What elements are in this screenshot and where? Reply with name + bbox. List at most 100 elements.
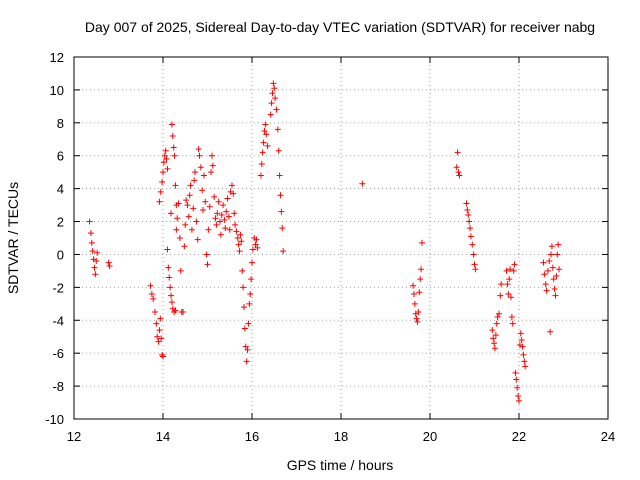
data-point-marker <box>466 218 473 225</box>
x-tick-label: 16 <box>245 429 259 444</box>
data-point-marker <box>513 376 520 383</box>
data-point-marker <box>93 258 100 265</box>
data-point-marker <box>168 299 175 306</box>
data-point-marker <box>519 343 526 350</box>
data-point-marker <box>160 159 167 166</box>
data-point-marker <box>554 251 561 258</box>
data-point-marker <box>521 358 528 365</box>
data-point-marker <box>233 228 240 235</box>
data-point-marker <box>184 202 191 209</box>
data-point-marker <box>164 246 171 253</box>
y-tick-label: 6 <box>57 149 64 164</box>
data-point-marker <box>206 203 213 210</box>
data-point-marker <box>497 292 504 299</box>
x-tick-label: 20 <box>423 429 437 444</box>
data-point-marker <box>510 267 517 274</box>
data-point-marker <box>506 276 513 283</box>
data-point-marker <box>454 149 461 156</box>
y-tick-label: -8 <box>52 379 64 394</box>
data-point-marker <box>548 243 555 250</box>
data-point-marker <box>155 338 162 345</box>
data-point-marker <box>277 192 284 199</box>
data-point-marker <box>416 289 423 296</box>
data-point-marker <box>260 139 267 146</box>
data-point-marker <box>200 207 207 214</box>
data-point-marker <box>223 208 230 215</box>
data-point-marker <box>92 271 99 278</box>
x-tick-label: 24 <box>601 429 615 444</box>
data-point-marker <box>271 85 278 92</box>
data-point-marker <box>182 221 189 228</box>
data-point-marker <box>238 238 245 245</box>
data-point-marker <box>456 172 463 179</box>
data-point-marker <box>170 144 177 151</box>
data-point-marker <box>191 177 198 184</box>
data-point-marker <box>169 132 176 139</box>
data-point-marker <box>199 187 206 194</box>
data-point-marker <box>244 346 251 353</box>
data-point-marker <box>228 182 235 189</box>
data-point-marker <box>186 192 193 199</box>
data-point-marker <box>174 215 181 222</box>
data-point-marker <box>154 333 161 340</box>
data-point-marker <box>231 210 238 217</box>
data-point-marker <box>166 274 173 281</box>
data-point-marker <box>176 235 183 241</box>
data-point-marker <box>472 266 479 273</box>
data-point-marker <box>157 315 164 322</box>
data-point-marker <box>237 231 244 238</box>
data-point-marker <box>540 259 547 266</box>
y-tick-label: 0 <box>57 247 64 262</box>
y-tick-label: -4 <box>52 313 64 328</box>
data-point-marker <box>467 233 474 240</box>
data-point-marker <box>235 241 242 248</box>
data-point-marker <box>453 164 460 171</box>
data-point-marker <box>247 290 254 297</box>
data-point-marker <box>195 146 202 153</box>
data-point-marker <box>160 169 166 176</box>
data-point-marker <box>236 248 243 255</box>
data-point-marker <box>503 267 510 274</box>
x-tick-label: 22 <box>512 429 526 444</box>
y-tick-label: 8 <box>57 116 64 131</box>
data-point-marker <box>489 327 496 334</box>
data-point-marker <box>202 198 209 205</box>
data-point-marker <box>205 226 212 233</box>
data-point-marker <box>263 131 270 138</box>
data-point-marker <box>253 236 260 243</box>
data-point-marker <box>275 147 282 154</box>
data-point-marker <box>471 261 478 268</box>
data-point-marker <box>555 241 562 248</box>
data-point-marker <box>172 307 179 314</box>
data-point-marker <box>239 267 246 274</box>
data-point-marker <box>418 266 425 273</box>
data-point-marker <box>469 241 476 248</box>
data-point-marker <box>168 210 175 217</box>
data-point-marker <box>197 164 204 171</box>
data-point-marker <box>216 218 223 225</box>
data-point-marker <box>410 282 417 289</box>
x-tick-label: 18 <box>334 429 348 444</box>
data-point-marker <box>161 152 168 159</box>
data-point-marker <box>153 320 160 327</box>
data-point-marker <box>94 249 101 256</box>
data-point-marker <box>507 294 514 301</box>
data-point-marker <box>542 281 549 288</box>
data-point-marker <box>213 221 220 228</box>
data-point-marker <box>225 213 232 220</box>
data-point-marker <box>522 363 529 370</box>
data-point-marker <box>173 226 180 233</box>
data-point-marker <box>89 248 96 255</box>
data-point-marker <box>465 211 472 218</box>
data-point-marker <box>417 276 424 283</box>
data-point-marker <box>248 276 255 283</box>
data-point-marker <box>204 261 211 268</box>
data-point-marker <box>232 221 239 228</box>
data-point-marker <box>463 200 470 207</box>
y-tick-label: 2 <box>57 215 64 230</box>
data-point-marker <box>552 292 559 299</box>
data-point-marker <box>553 272 560 279</box>
data-point-marker <box>160 353 166 360</box>
data-point-marker <box>196 152 203 159</box>
